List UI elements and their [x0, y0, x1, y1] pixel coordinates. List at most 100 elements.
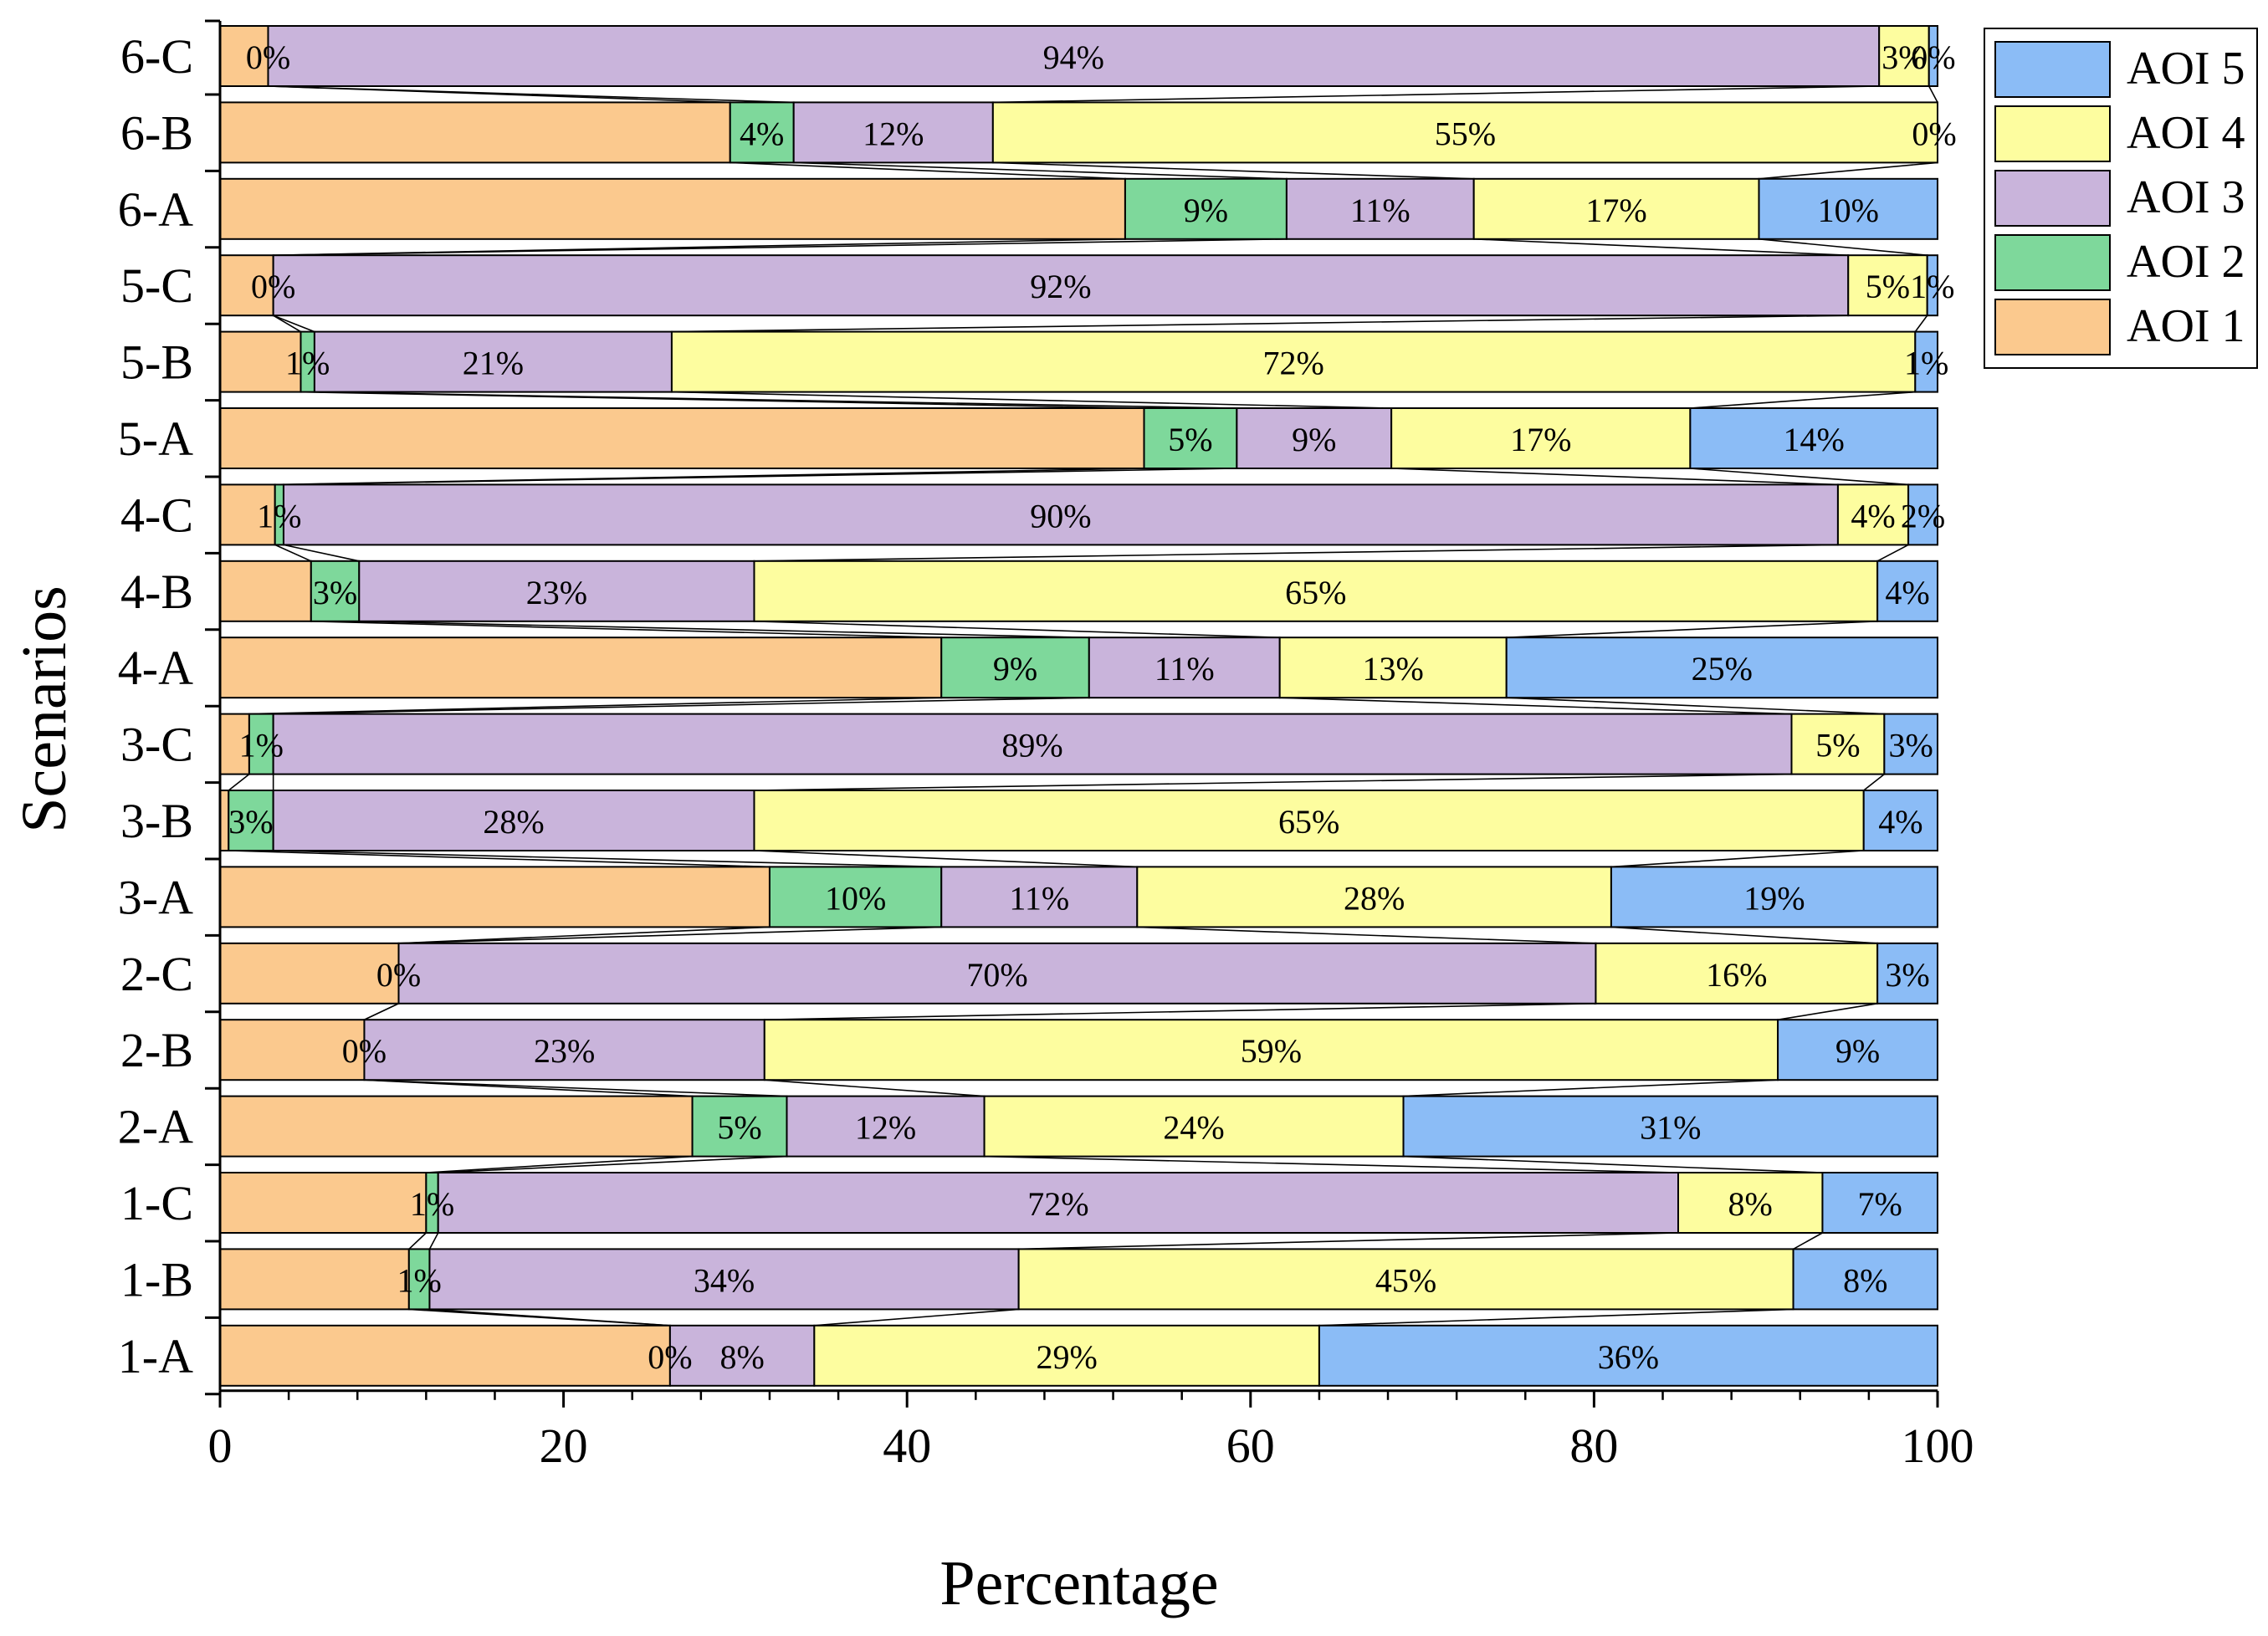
connector-line	[1506, 621, 1878, 638]
connector-line	[1759, 161, 1938, 180]
connector-line	[1690, 468, 1909, 486]
connector-line	[1403, 1079, 1779, 1097]
legend-swatch	[1994, 41, 2111, 98]
bar-segment-aoi-3-1-A	[668, 1324, 816, 1387]
connector-line	[1759, 238, 1928, 256]
bar-segment-aoi-4-4-C	[1836, 483, 1910, 546]
y-tick-label: 3-C	[120, 718, 193, 772]
data-label: 3%	[1889, 727, 1933, 764]
data-label: 11%	[1009, 879, 1069, 917]
bar-segments	[219, 25, 1939, 1387]
y-tick-label: 5-A	[118, 412, 193, 466]
connector-line	[1473, 238, 1849, 256]
y-tick-label: 6-B	[120, 105, 193, 160]
data-label: 70%	[966, 956, 1027, 994]
data-label: 17%	[1510, 421, 1571, 458]
bar-segment-aoi-4-6-A	[1472, 177, 1760, 240]
connector-line	[1777, 1003, 1878, 1020]
bar-segment-aoi-4-1-C	[1677, 1172, 1824, 1234]
data-label: 13%	[1363, 650, 1424, 688]
connector-line	[408, 1232, 427, 1250]
data-label: 90%	[1030, 497, 1091, 534]
bar-segment-aoi-4-5-B	[670, 330, 1917, 393]
bar-segment-aoi-5-2-A	[1402, 1095, 1938, 1158]
connector-line	[398, 926, 942, 944]
bar-segment-aoi-1-5-B	[219, 330, 302, 393]
data-label: 29%	[1036, 1338, 1097, 1376]
connector-line	[754, 621, 1280, 638]
data-label: 0%	[1912, 115, 1956, 152]
bar-segment-aoi-4-1-A	[813, 1324, 1320, 1387]
data-label: 4%	[1851, 497, 1895, 534]
connector-line	[793, 161, 1287, 180]
data-label: 55%	[1435, 115, 1496, 152]
connector-line	[1876, 544, 1909, 562]
data-label: 14%	[1784, 421, 1845, 458]
connector-line	[273, 314, 301, 333]
connector-line	[671, 391, 1392, 409]
connector-line	[992, 161, 1474, 180]
bar-segment-aoi-5-1-C	[1821, 1172, 1938, 1234]
bar-segment-aoi-4-4-B	[753, 560, 1879, 622]
data-label: 45%	[1375, 1261, 1436, 1299]
bar-segment-aoi-5-4-B	[1876, 560, 1939, 622]
data-label: 3%	[228, 803, 273, 841]
data-label: 12%	[855, 1109, 916, 1147]
data-label: 0%	[342, 1032, 387, 1070]
data-label: 0%	[648, 1338, 692, 1376]
bar-segment-aoi-5-1-A	[1318, 1324, 1939, 1387]
data-label: 0%	[376, 956, 421, 994]
bar-segment-aoi-2-2-A	[691, 1095, 788, 1158]
bar-segment-aoi-5-6-A	[1758, 177, 1939, 240]
y-tick-label: 6-C	[120, 29, 193, 84]
legend-label: AOI 5	[2127, 43, 2245, 95]
connector-line	[754, 850, 1138, 868]
connector-line	[273, 238, 1287, 256]
connector-line	[314, 391, 1237, 409]
bar-segment-aoi-1-5-A	[219, 407, 1145, 469]
x-tick-label: 60	[1226, 1419, 1275, 1473]
bar-segment-aoi-2-3-A	[768, 866, 943, 928]
bar-segment-aoi-4-4-A	[1278, 637, 1508, 699]
connector-line	[268, 85, 794, 104]
bar-segment-aoi-5-5-C	[1926, 254, 1938, 317]
connector-line	[1610, 926, 1878, 944]
bar-segment-aoi-3-5-C	[272, 254, 1850, 317]
bar-segment-aoi-4-5-A	[1390, 407, 1692, 469]
data-label: 1%	[397, 1261, 441, 1299]
data-label: 28%	[483, 803, 544, 841]
connector-line	[1279, 697, 1792, 715]
connector-line	[1137, 926, 1596, 944]
data-label: 1%	[285, 345, 330, 382]
connector-line	[274, 544, 312, 562]
bar-segment-aoi-1-3-A	[219, 866, 771, 928]
bar-segment-aoi-3-3-C	[272, 713, 1793, 775]
y-tick-label: 2-C	[120, 947, 193, 1001]
legend-label: AOI 4	[2127, 107, 2245, 159]
y-tick-label: 4-C	[120, 488, 193, 542]
data-label: 24%	[1163, 1109, 1224, 1147]
bar-segment-aoi-2-5-A	[1143, 407, 1238, 469]
connector-line	[428, 1232, 439, 1250]
bar-segment-aoi-3-6-C	[267, 25, 1881, 87]
connector-line	[273, 850, 942, 868]
bar-segment-aoi-3-6-A	[1285, 177, 1475, 240]
bar-segment-aoi-4-5-C	[1847, 254, 1928, 317]
bar-segment-aoi-3-1-C	[437, 1172, 1679, 1234]
bar-segment-aoi-3-4-C	[282, 483, 1839, 546]
legend-label: AOI 2	[2127, 236, 2245, 288]
bar-segment-aoi-5-2-C	[1876, 942, 1939, 1005]
y-tick-label: 1-B	[120, 1252, 193, 1306]
data-label: 4%	[740, 115, 784, 152]
connector-line	[814, 1308, 1019, 1327]
data-label: 1%	[410, 1185, 454, 1223]
data-label: 1%	[1910, 268, 1954, 305]
connector-line	[671, 314, 1849, 333]
data-label: 1%	[1904, 345, 1948, 382]
data-label: 5%	[1168, 421, 1212, 458]
connector-line	[1863, 773, 1885, 791]
connector-line	[730, 161, 1125, 180]
bar-segment-aoi-1-1-A	[219, 1324, 671, 1387]
connector-line	[359, 621, 1089, 638]
